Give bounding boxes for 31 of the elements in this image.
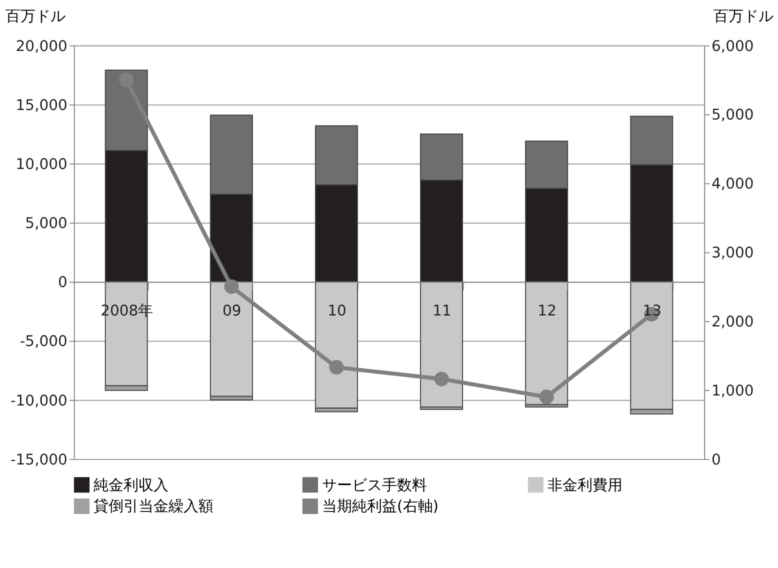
x-tick-label: 09 [222, 302, 242, 320]
y2-tick-label: 4,000 [712, 176, 754, 193]
y-tick-label: -10,000 [10, 392, 68, 410]
point [119, 72, 134, 88]
legend-label: 純金利収入 [94, 476, 169, 494]
y-tick-label: 0 [58, 274, 68, 292]
y-tick-label: 5,000 [25, 215, 68, 232]
point [329, 360, 344, 375]
y2-tick-label: 5,000 [712, 106, 754, 124]
y2-tick-label: 6,000 [712, 38, 754, 55]
legend-label: 貸倒引当金繰入額 [94, 498, 214, 516]
x-tick-label: 12 [538, 302, 556, 320]
y-axis-title: 百万ドル [5, 8, 66, 26]
legend-label: 非金利費用 [548, 476, 623, 494]
y2-tick-label: 1,000 [712, 382, 754, 400]
y2-tick-label: 2,000 [712, 314, 754, 331]
y-tick-label: 10,000 [16, 156, 68, 173]
y2-tick-label: 0 [712, 451, 721, 468]
legend-label: 当期純利益(右軸) [322, 498, 439, 516]
y2-tick-label: 3,000 [712, 244, 754, 262]
legend-label: サービス手数料 [322, 476, 428, 494]
y-tick-label: 15,000 [16, 96, 68, 114]
y-tick-label: -5,000 [20, 333, 68, 350]
point [539, 390, 554, 404]
y-tick-label: -15,000 [10, 451, 68, 468]
y2-axis-title: 百万ドル [714, 8, 774, 26]
y-tick-label: 20,000 [16, 38, 68, 55]
point [224, 279, 239, 294]
point [434, 372, 449, 386]
x-tick-label: 10 [328, 302, 346, 320]
x-tick-label: 11 [432, 302, 452, 320]
